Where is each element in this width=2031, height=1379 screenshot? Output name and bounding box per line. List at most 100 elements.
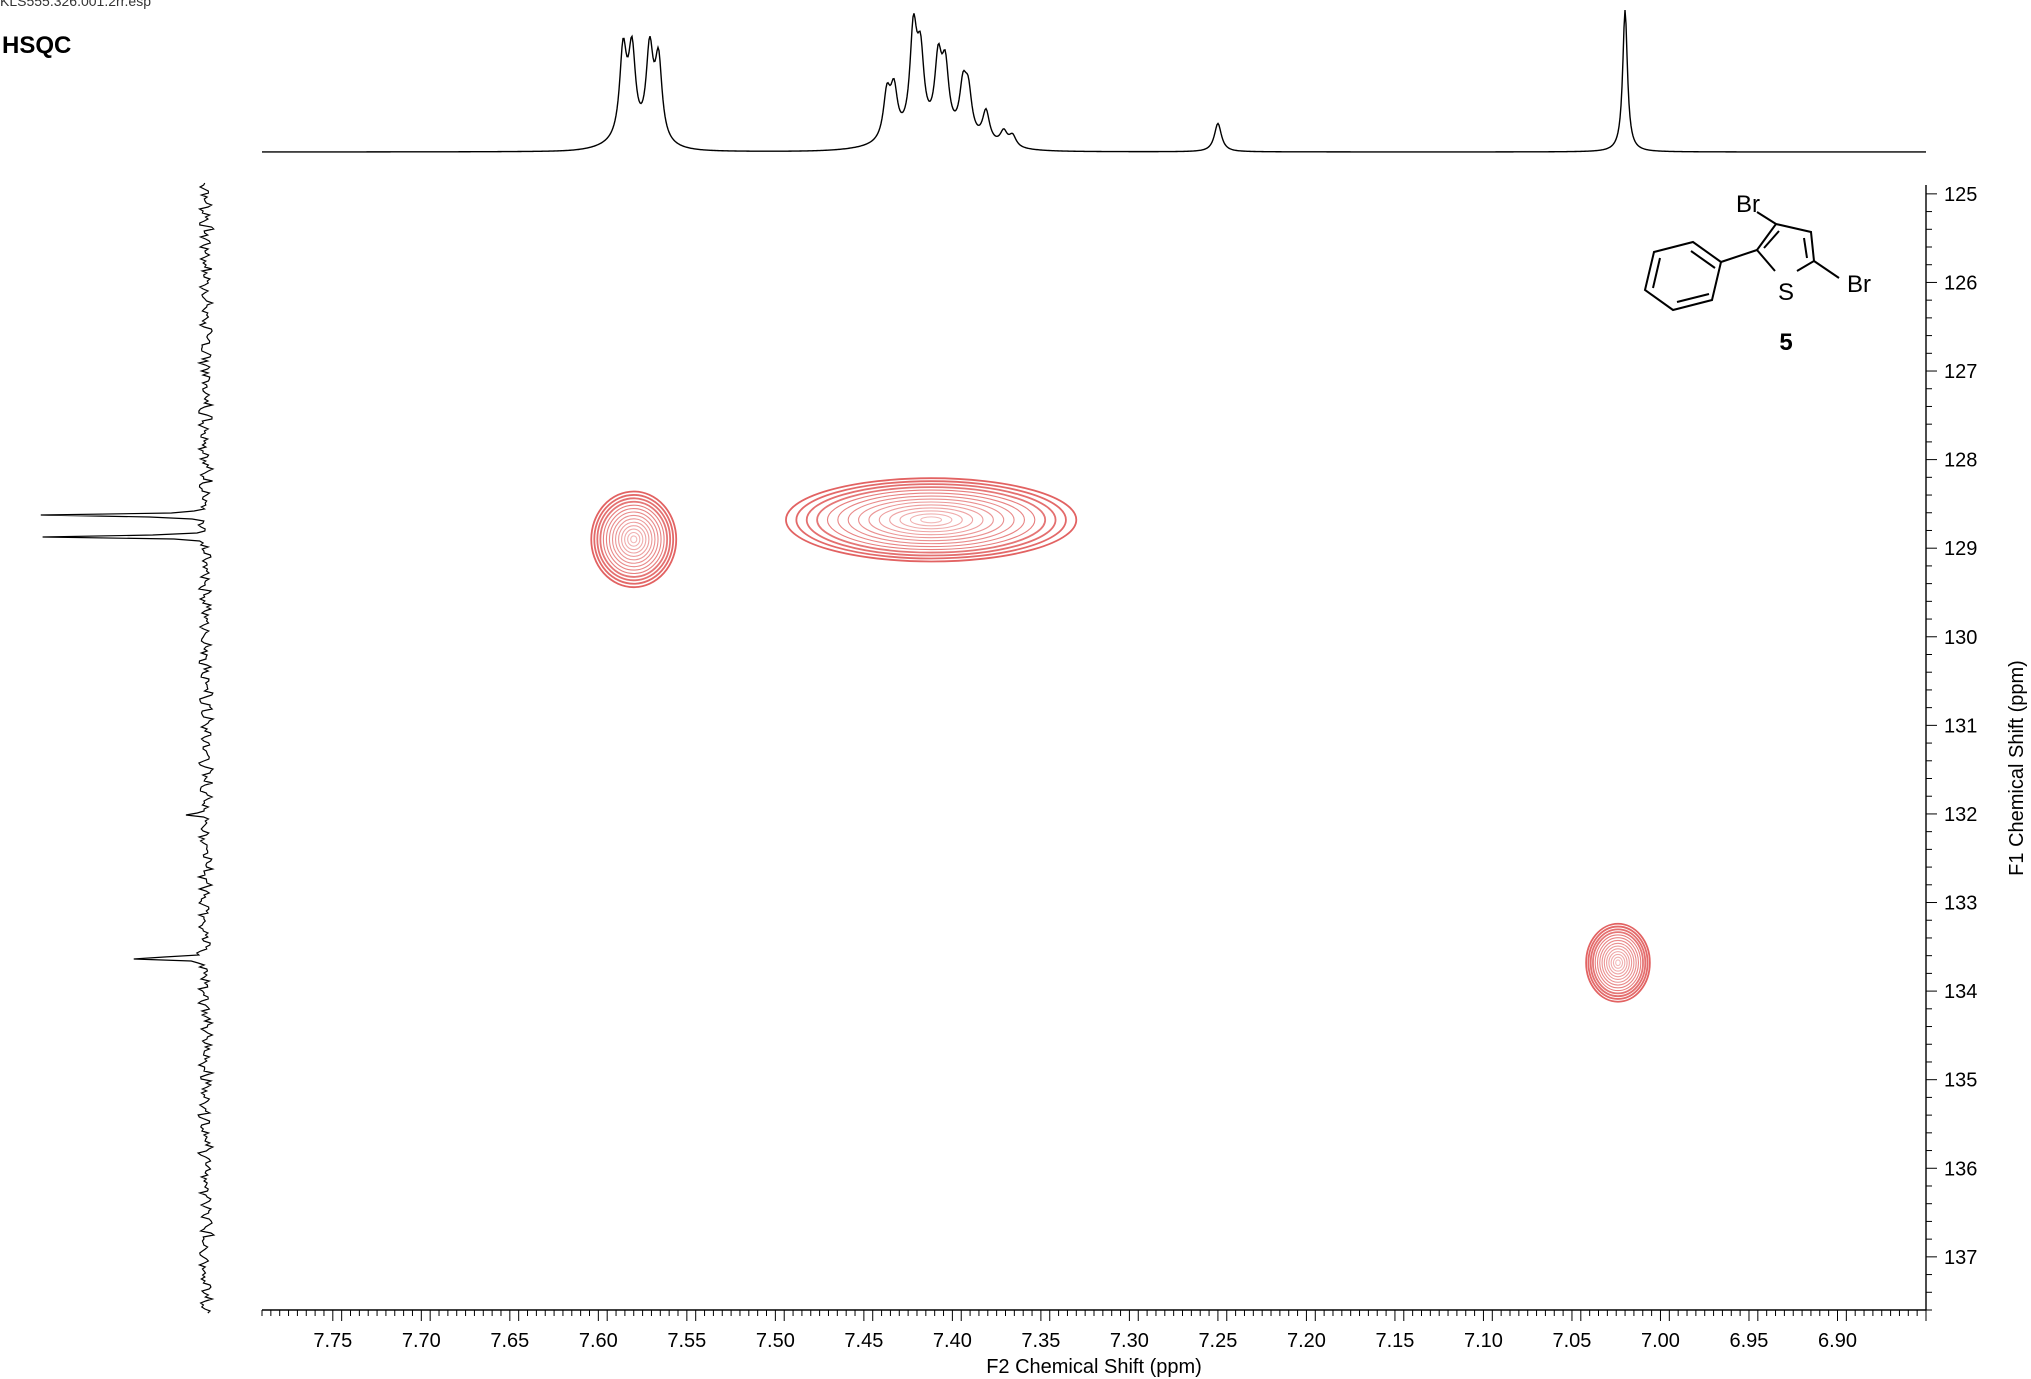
y-tick-label: 135 [1944, 1070, 1977, 1092]
contour-level [611, 514, 656, 564]
cross-peak-3 [1585, 922, 1651, 1003]
contour-level [614, 518, 653, 561]
y-tick-label: 134 [1944, 981, 1977, 1003]
x-tick-label: 7.35 [1021, 1330, 1060, 1352]
sulfur-label: S [1778, 279, 1794, 306]
contour-level [618, 521, 650, 557]
benzene-inner-bond-1 [1690, 250, 1716, 269]
contour-level [596, 497, 672, 582]
br3-bond [1756, 211, 1777, 225]
y-tick-label: 125 [1944, 184, 1977, 206]
y-tick-label: 129 [1944, 538, 1977, 560]
thiophene-double-bond-2 [1803, 237, 1808, 259]
f1-projection-trace [40, 182, 216, 1314]
contour-level [621, 525, 647, 554]
f2-projection-trace [262, 9, 1926, 153]
x-tick-label: 7.70 [402, 1330, 441, 1352]
contour-level [602, 504, 665, 575]
contour-level [605, 508, 662, 571]
contour-level [599, 500, 669, 578]
contour-level [889, 507, 974, 533]
contour-level [1596, 937, 1640, 989]
benzene-ring [1643, 240, 1723, 312]
contour-level [1587, 925, 1649, 1000]
x-tick-label: 7.75 [313, 1330, 352, 1352]
contour-level [1606, 948, 1630, 978]
x-tick-label: 7.30 [1110, 1330, 1149, 1352]
file-name: KLS555.326.001.2rr.esp [0, 0, 152, 9]
x-tick-label: 7.25 [1198, 1330, 1237, 1352]
x-tick-label: 6.95 [1730, 1330, 1769, 1352]
y-axis-label: F1 Chemical Shift (ppm) [2006, 660, 2028, 876]
x-tick-label: 7.15 [1375, 1330, 1414, 1352]
contour-level [909, 513, 953, 527]
contour-level [630, 535, 638, 544]
x-tick-label: 7.45 [844, 1330, 883, 1352]
cross-peaks [590, 477, 1651, 1003]
bromine-label-right: Br [1847, 271, 1871, 298]
thiophene-ring [1755, 222, 1816, 272]
x-tick-label: 6.90 [1818, 1330, 1857, 1352]
chemical-structure [1643, 211, 1840, 312]
contour-level [1589, 928, 1647, 998]
y-tick-label: 128 [1944, 450, 1977, 472]
phenyl-thiophene-bond [1720, 249, 1758, 263]
contour-level [1599, 939, 1637, 986]
y-tick-label: 132 [1944, 804, 1977, 826]
cross-peak-2 [785, 477, 1078, 563]
x-tick-label: 7.55 [667, 1330, 706, 1352]
contour-level [1608, 951, 1628, 975]
y-tick-label: 136 [1944, 1158, 1977, 1180]
contour-level [1592, 931, 1644, 995]
contour-level [785, 477, 1078, 563]
contour-level [590, 490, 678, 589]
x-tick-label: 7.50 [756, 1330, 795, 1352]
x-tick-label: 7.60 [579, 1330, 618, 1352]
x-axis-label: F2 Chemical Shift (ppm) [986, 1356, 1202, 1378]
contour-level [1594, 934, 1642, 992]
contour-level [795, 480, 1067, 560]
contour-level [593, 494, 675, 585]
y-tick-label: 130 [1944, 627, 1977, 649]
contour-level [899, 510, 963, 530]
contour-level [837, 492, 1026, 548]
experiment-title: HSQC [2, 32, 72, 59]
contour-level [1610, 953, 1626, 972]
benzene-inner-bond-3 [1676, 293, 1710, 303]
contour-level [624, 528, 644, 551]
contour-level [920, 516, 943, 524]
x-axis: 7.75 7.70 7.65 7.60 7.55 7.50 7.45 7.40 7.35 7.30… [261, 1310, 1927, 1352]
y-tick-label: 127 [1944, 361, 1977, 383]
f1-projection-spectrum [40, 182, 216, 1314]
y-tick-label: 131 [1944, 715, 1977, 737]
contour-level [1585, 922, 1651, 1003]
contour-level [1615, 959, 1621, 967]
contour-level [1612, 956, 1624, 969]
contour-level [878, 504, 984, 536]
contour-level [816, 486, 1047, 554]
x-tick-label: 7.65 [490, 1330, 529, 1352]
y-tick-label: 133 [1944, 893, 1977, 915]
thiophene-double-bond-1 [1763, 230, 1780, 249]
x-tick-label: 7.05 [1552, 1330, 1591, 1352]
contour-level [826, 489, 1036, 551]
contour-level [868, 501, 994, 539]
contour-level [608, 511, 659, 568]
bromine-label-top: Br [1736, 191, 1760, 218]
br5-bond [1813, 260, 1840, 279]
y-axis: 125 126 127 128 129 130 131 132 133 134 135 136 137 [1926, 184, 1977, 1311]
contour-level [627, 531, 641, 547]
contour-level [1601, 942, 1635, 983]
f2-projection-spectrum [262, 9, 1926, 153]
compound-number: 5 [1779, 329, 1792, 356]
contour-level [1603, 945, 1633, 981]
x-tick-label: 7.40 [933, 1330, 972, 1352]
contour-level [858, 498, 1005, 542]
y-tick-label: 126 [1944, 272, 1977, 294]
benzene-inner-bond-2 [1652, 257, 1661, 289]
y-tick-label: 137 [1944, 1247, 1977, 1269]
x-tick-label: 7.00 [1641, 1330, 1680, 1352]
contour-level [805, 483, 1057, 557]
contour-level [847, 495, 1015, 545]
